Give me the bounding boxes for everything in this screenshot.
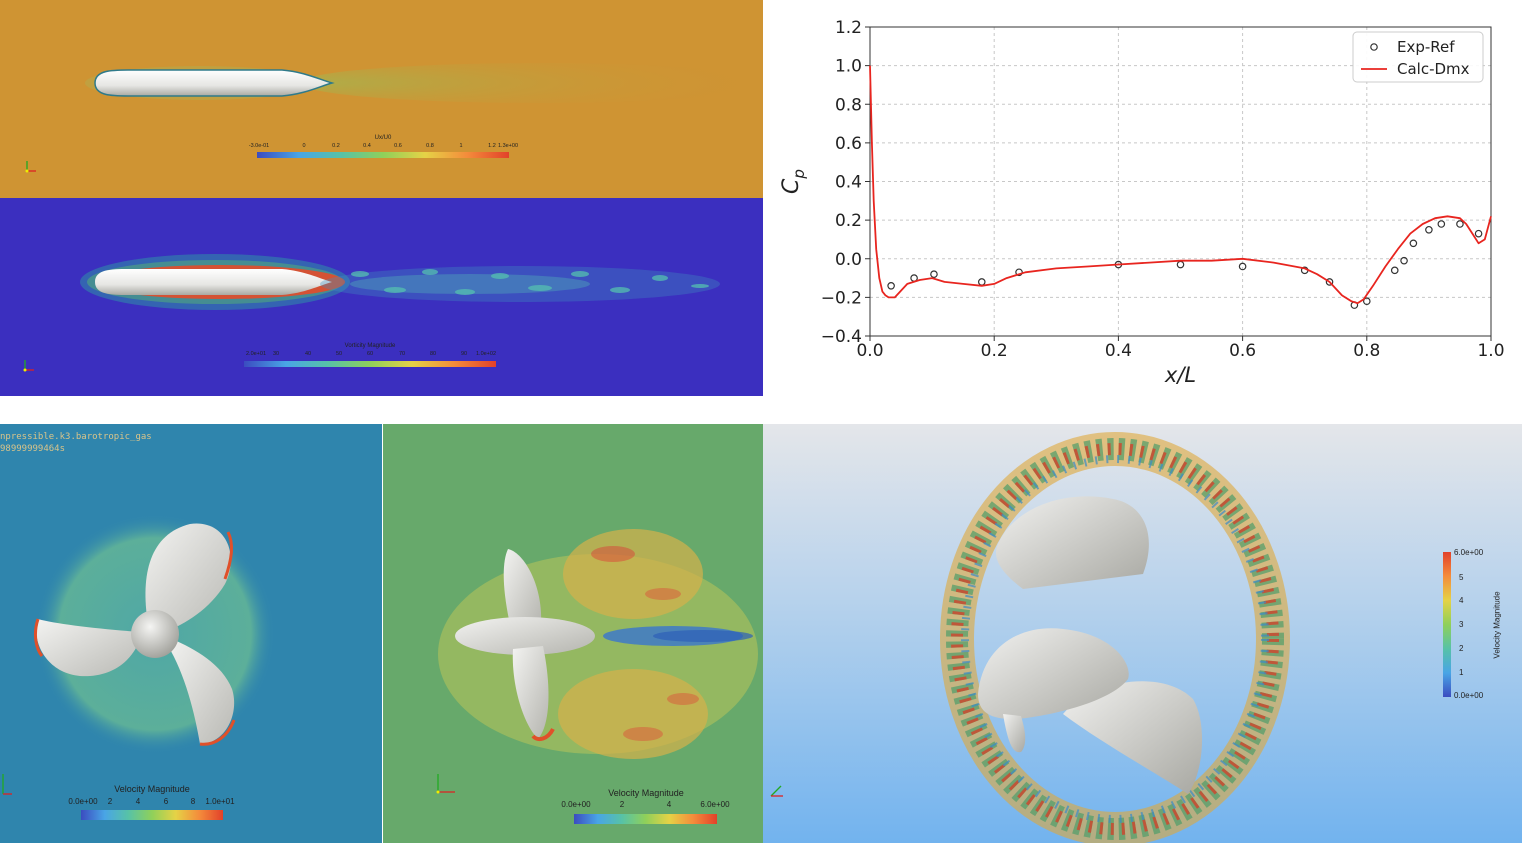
propeller-front-render [2,514,275,795]
propeller-hub [455,617,595,655]
propeller-side-panel: Velocity Magnitude 0.0e+00 2 4 6.0e+00 [383,424,763,843]
axes-triad [436,774,455,794]
data-point-exp-ref [1456,220,1464,228]
data-point-exp-ref [887,281,895,290]
x-tick-label: 1.0 [1477,341,1504,361]
axes-triad [23,360,34,372]
propeller-3d-render [770,432,1290,843]
propeller-blade [1063,681,1203,794]
axes-triad [770,785,783,797]
x-axis-label: x/L [1164,363,1196,387]
propeller-blade [995,496,1149,589]
y-tick-label: 1.0 [835,57,862,77]
propeller-blade [145,523,231,632]
axes-triad [2,774,12,795]
propeller-blade [36,619,141,677]
y-tick-label: 0.2 [835,211,862,231]
colorbar [257,152,509,158]
x-tick-label: 0.6 [1229,341,1256,361]
propeller-hub [978,628,1129,720]
colorbar-title: Vorticity Magnitude [344,343,396,349]
series-line-calc-dmx [869,65,1492,305]
colorbar [574,814,717,824]
solver-label: npressible.k3.barotropic_gas [0,432,152,442]
data-point-exp-ref [930,270,938,279]
propeller-blade [503,549,542,629]
hull-body [95,269,332,295]
cp-chart: 0.0 0.2 0.4 0.6 0.8 1.0 −0.4 −0.2 0.0 0.2 0.4 0.6 0.… [779,18,1505,387]
y-axis-label: Cp [779,169,808,194]
propeller-3d-panel: 6.0e+00 5 4 3 2 1 0.0e+00 Velocity Magni… [763,424,1522,843]
y-tick-label: −0.4 [821,327,862,347]
hull-velocity-panel: Ux/U0 -3.0e-01 0 0.2 0.4 0.6 0.8 1 1.2 1… [0,0,763,198]
data-point-exp-ref [1362,297,1371,306]
data-point-exp-ref [1176,260,1185,269]
y-tick-label: −0.2 [821,288,862,308]
colorbar-title: Velocity Magnitude [1492,591,1502,659]
data-point-exp-ref [1425,225,1433,234]
data-point-exp-ref [1437,220,1446,228]
colorbar [81,810,223,820]
time-label: 98999999464s [0,444,66,454]
axes-triad [25,161,36,173]
colorbar-title: Ux/U0 [374,135,392,141]
x-tick-label: 0.4 [1105,341,1132,361]
legend-label: Calc-Dmx [1397,60,1470,78]
colorbar-title: Velocity Magnitude [608,788,684,798]
y-tick-label: 0.0 [835,250,862,270]
data-point-exp-ref [1390,266,1399,275]
y-tick-label: 0.8 [835,95,862,115]
data-point-exp-ref [1015,268,1023,277]
hull-vorticity-render [23,254,720,372]
data-point-exp-ref [1474,229,1483,238]
y-tick-label: 0.6 [835,134,862,154]
data-point-exp-ref [1409,239,1418,248]
x-tick-label: 0.8 [1353,341,1380,361]
colorbar-title: Velocity Magnitude [114,784,190,794]
data-point-exp-ref [977,278,986,286]
data-point-exp-ref [1400,256,1408,265]
propeller-blade [168,639,235,744]
propeller-front-panel: npressible.k3.barotropic_gas 98999999464… [0,424,382,843]
x-tick-label: 0.0 [856,341,883,361]
propeller-side-render [436,529,758,794]
legend-label: Exp-Ref [1397,38,1455,56]
hull-vorticity-panel: Vorticity Magnitude 2.0e+01 30 40 50 60 … [0,198,763,396]
y-tick-label: 1.2 [835,18,862,38]
hull-velocity-render [25,63,763,173]
propeller-hub [131,610,179,658]
y-tick-label: 0.4 [835,173,862,193]
legend-marker-exp-ref [1370,43,1378,51]
x-tick-label: 0.2 [981,341,1008,361]
colorbar [1443,552,1451,697]
cp-chart-panel: 0.0 0.2 0.4 0.6 0.8 1.0 −0.4 −0.2 0.0 0.2 0.4 0.6 0.… [763,0,1522,396]
data-point-exp-ref [1325,278,1334,286]
propeller-blade [512,646,549,739]
colorbar [244,361,496,367]
hull-body [94,69,335,97]
data-point-exp-ref [1238,262,1247,271]
